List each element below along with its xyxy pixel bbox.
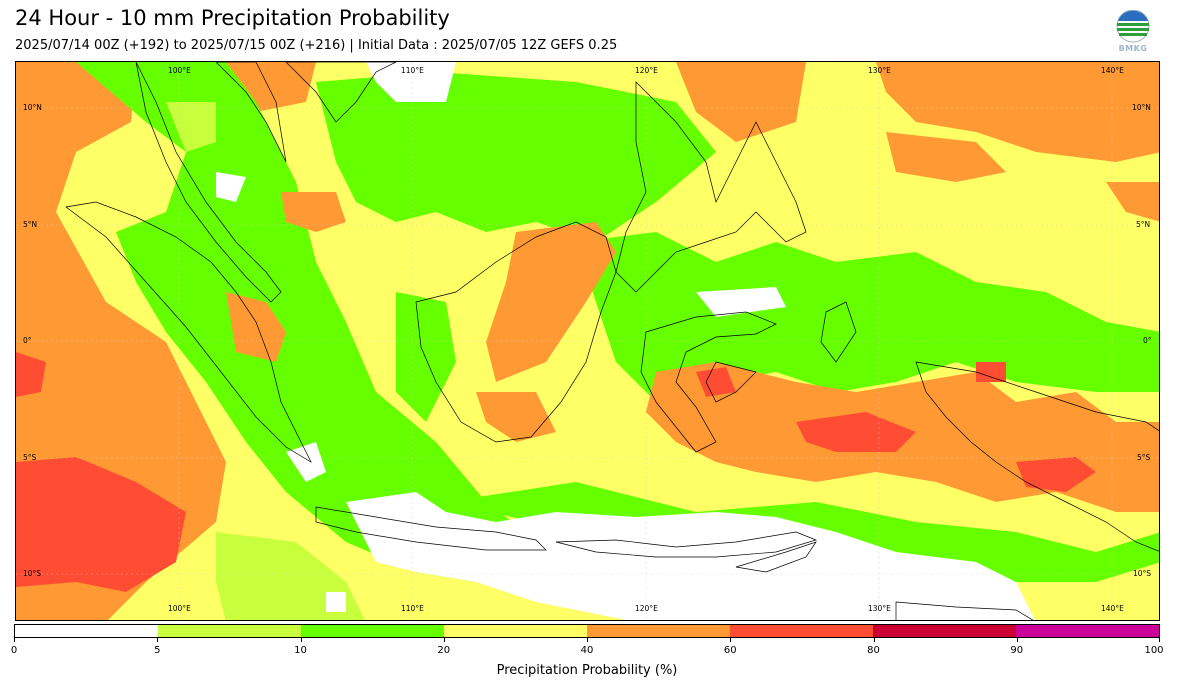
colorbar-tick (443, 638, 445, 642)
colorbar-segment (158, 625, 301, 637)
banda-red (796, 412, 916, 452)
precipitation-map: 100°E 110°E 120°E 130°E 140°E 100°E 110°… (15, 61, 1160, 621)
north-orange-3 (876, 62, 1159, 162)
colorbar-segment (873, 625, 1016, 637)
coast-timor (735, 541, 817, 573)
lat-label-10s-right: 10°S (1133, 569, 1152, 578)
colorbar-segment (730, 625, 873, 637)
white-gulf (216, 172, 246, 202)
logo-text: BMKG (1118, 44, 1148, 53)
colorbar-tick (873, 638, 875, 642)
colorbar-tick-label: 100 (1144, 645, 1164, 656)
white-java (286, 442, 326, 482)
lon-label-100e-top: 100°E (168, 66, 191, 75)
lon-label-140e-bottom: 140°E (1101, 604, 1124, 613)
lat-label-10n-right: 10°N (1132, 103, 1151, 112)
colorbar-segment (301, 625, 444, 637)
papua-red-2 (976, 362, 1006, 382)
borneo-orange (486, 222, 616, 382)
green-east-belt (576, 232, 1159, 402)
colorbar-tick-label: 5 (154, 645, 161, 656)
colorbar-title: Precipitation Probability (%) (496, 663, 678, 678)
colorbar-tick-label: 90 (1010, 645, 1024, 656)
coastlines (65, 62, 1159, 620)
lat-label-5n-right: 5°N (1136, 220, 1151, 229)
coast-philippines (615, 81, 807, 293)
coast-java (315, 506, 547, 551)
lon-label-110e-bottom: 110°E (401, 604, 424, 613)
north-orange-4 (886, 132, 1006, 182)
coast-vietnam (285, 62, 397, 123)
lon-label-130e-top: 130°E (868, 66, 891, 75)
west-ocean-red-2 (16, 352, 46, 397)
west-ocean-red (16, 457, 186, 592)
lightgreen-north-west (166, 102, 216, 152)
coast-nusa-tenggara (555, 531, 818, 558)
colorbar-tick (1159, 638, 1160, 642)
coast-sumatra (65, 201, 312, 463)
coast-indochina (215, 62, 287, 163)
green-sumatra-belt (76, 62, 536, 582)
chart-title: 24 Hour - 10 mm Precipitation Probabilit… (15, 6, 450, 30)
lat-label-0-right: 0° (1143, 336, 1152, 345)
lon-label-130e-bottom: 130°E (868, 604, 891, 613)
bmkg-logo: BMKG (1114, 9, 1152, 56)
colorbar-tick (300, 638, 302, 642)
north-orange-2 (676, 62, 806, 142)
lon-label-100e-bottom: 100°E (168, 604, 191, 613)
lat-label-10s-left: 10°S (23, 569, 42, 578)
lat-label-0-left: 0° (23, 336, 32, 345)
colorbar-tick-label: 0 (10, 645, 18, 656)
lat-label-5n-left: 5°N (23, 220, 38, 229)
colorbar-tick (730, 638, 732, 642)
lat-label-10n-left: 10°N (23, 103, 42, 112)
colorbar-segment (15, 625, 158, 637)
colorbar-segment (1016, 625, 1159, 637)
colorbar-tick (157, 638, 159, 642)
colorbar-tick (14, 638, 15, 642)
graticule (16, 62, 1159, 620)
colorbar-segment (587, 625, 730, 637)
coast-maluku (820, 301, 857, 363)
colorbar-tick-label: 60 (723, 645, 737, 656)
colorbar-segment (444, 625, 587, 637)
ocean-orange-blob (281, 192, 346, 232)
colorbar-tick-label: 40 (580, 645, 594, 656)
colorbar-tick-label: 20 (437, 645, 451, 656)
coast-papua (915, 361, 1159, 552)
borneo-orange-2 (476, 392, 556, 442)
colorbar (14, 624, 1160, 638)
coast-borneo (415, 221, 617, 443)
lat-label-5s-right: 5°S (1137, 453, 1151, 462)
white-north-sea (366, 62, 456, 102)
coast-australia (895, 601, 1034, 620)
lon-label-110e-top: 110°E (401, 66, 424, 75)
chart-subtitle: 2025/07/14 00Z (+192) to 2025/07/15 00Z … (15, 38, 618, 53)
lat-label-5s-left: 5°S (23, 453, 37, 462)
colorbar-tick-label: 10 (294, 645, 307, 656)
lon-label-120e-top: 120°E (635, 66, 658, 75)
lon-label-140e-top: 140°E (1101, 66, 1124, 75)
colorbar-tick (1016, 638, 1018, 642)
white-south-lg (326, 592, 346, 612)
white-south-ocean (346, 492, 1035, 620)
white-celebes (696, 287, 786, 317)
sulawesi-red (696, 367, 736, 397)
green-north-belt (316, 72, 716, 242)
colorbar-tick (587, 638, 588, 642)
papua-red (1016, 457, 1096, 492)
lon-label-120e-bottom: 120°E (635, 604, 658, 613)
coast-sulawesi (640, 311, 777, 453)
sumatra-orange (226, 292, 286, 362)
coast-sulawesi-se (705, 361, 757, 403)
north-orange-5 (1106, 182, 1159, 222)
colorbar-tick-label: 80 (867, 645, 880, 656)
coast-malay-peninsula (135, 62, 282, 303)
